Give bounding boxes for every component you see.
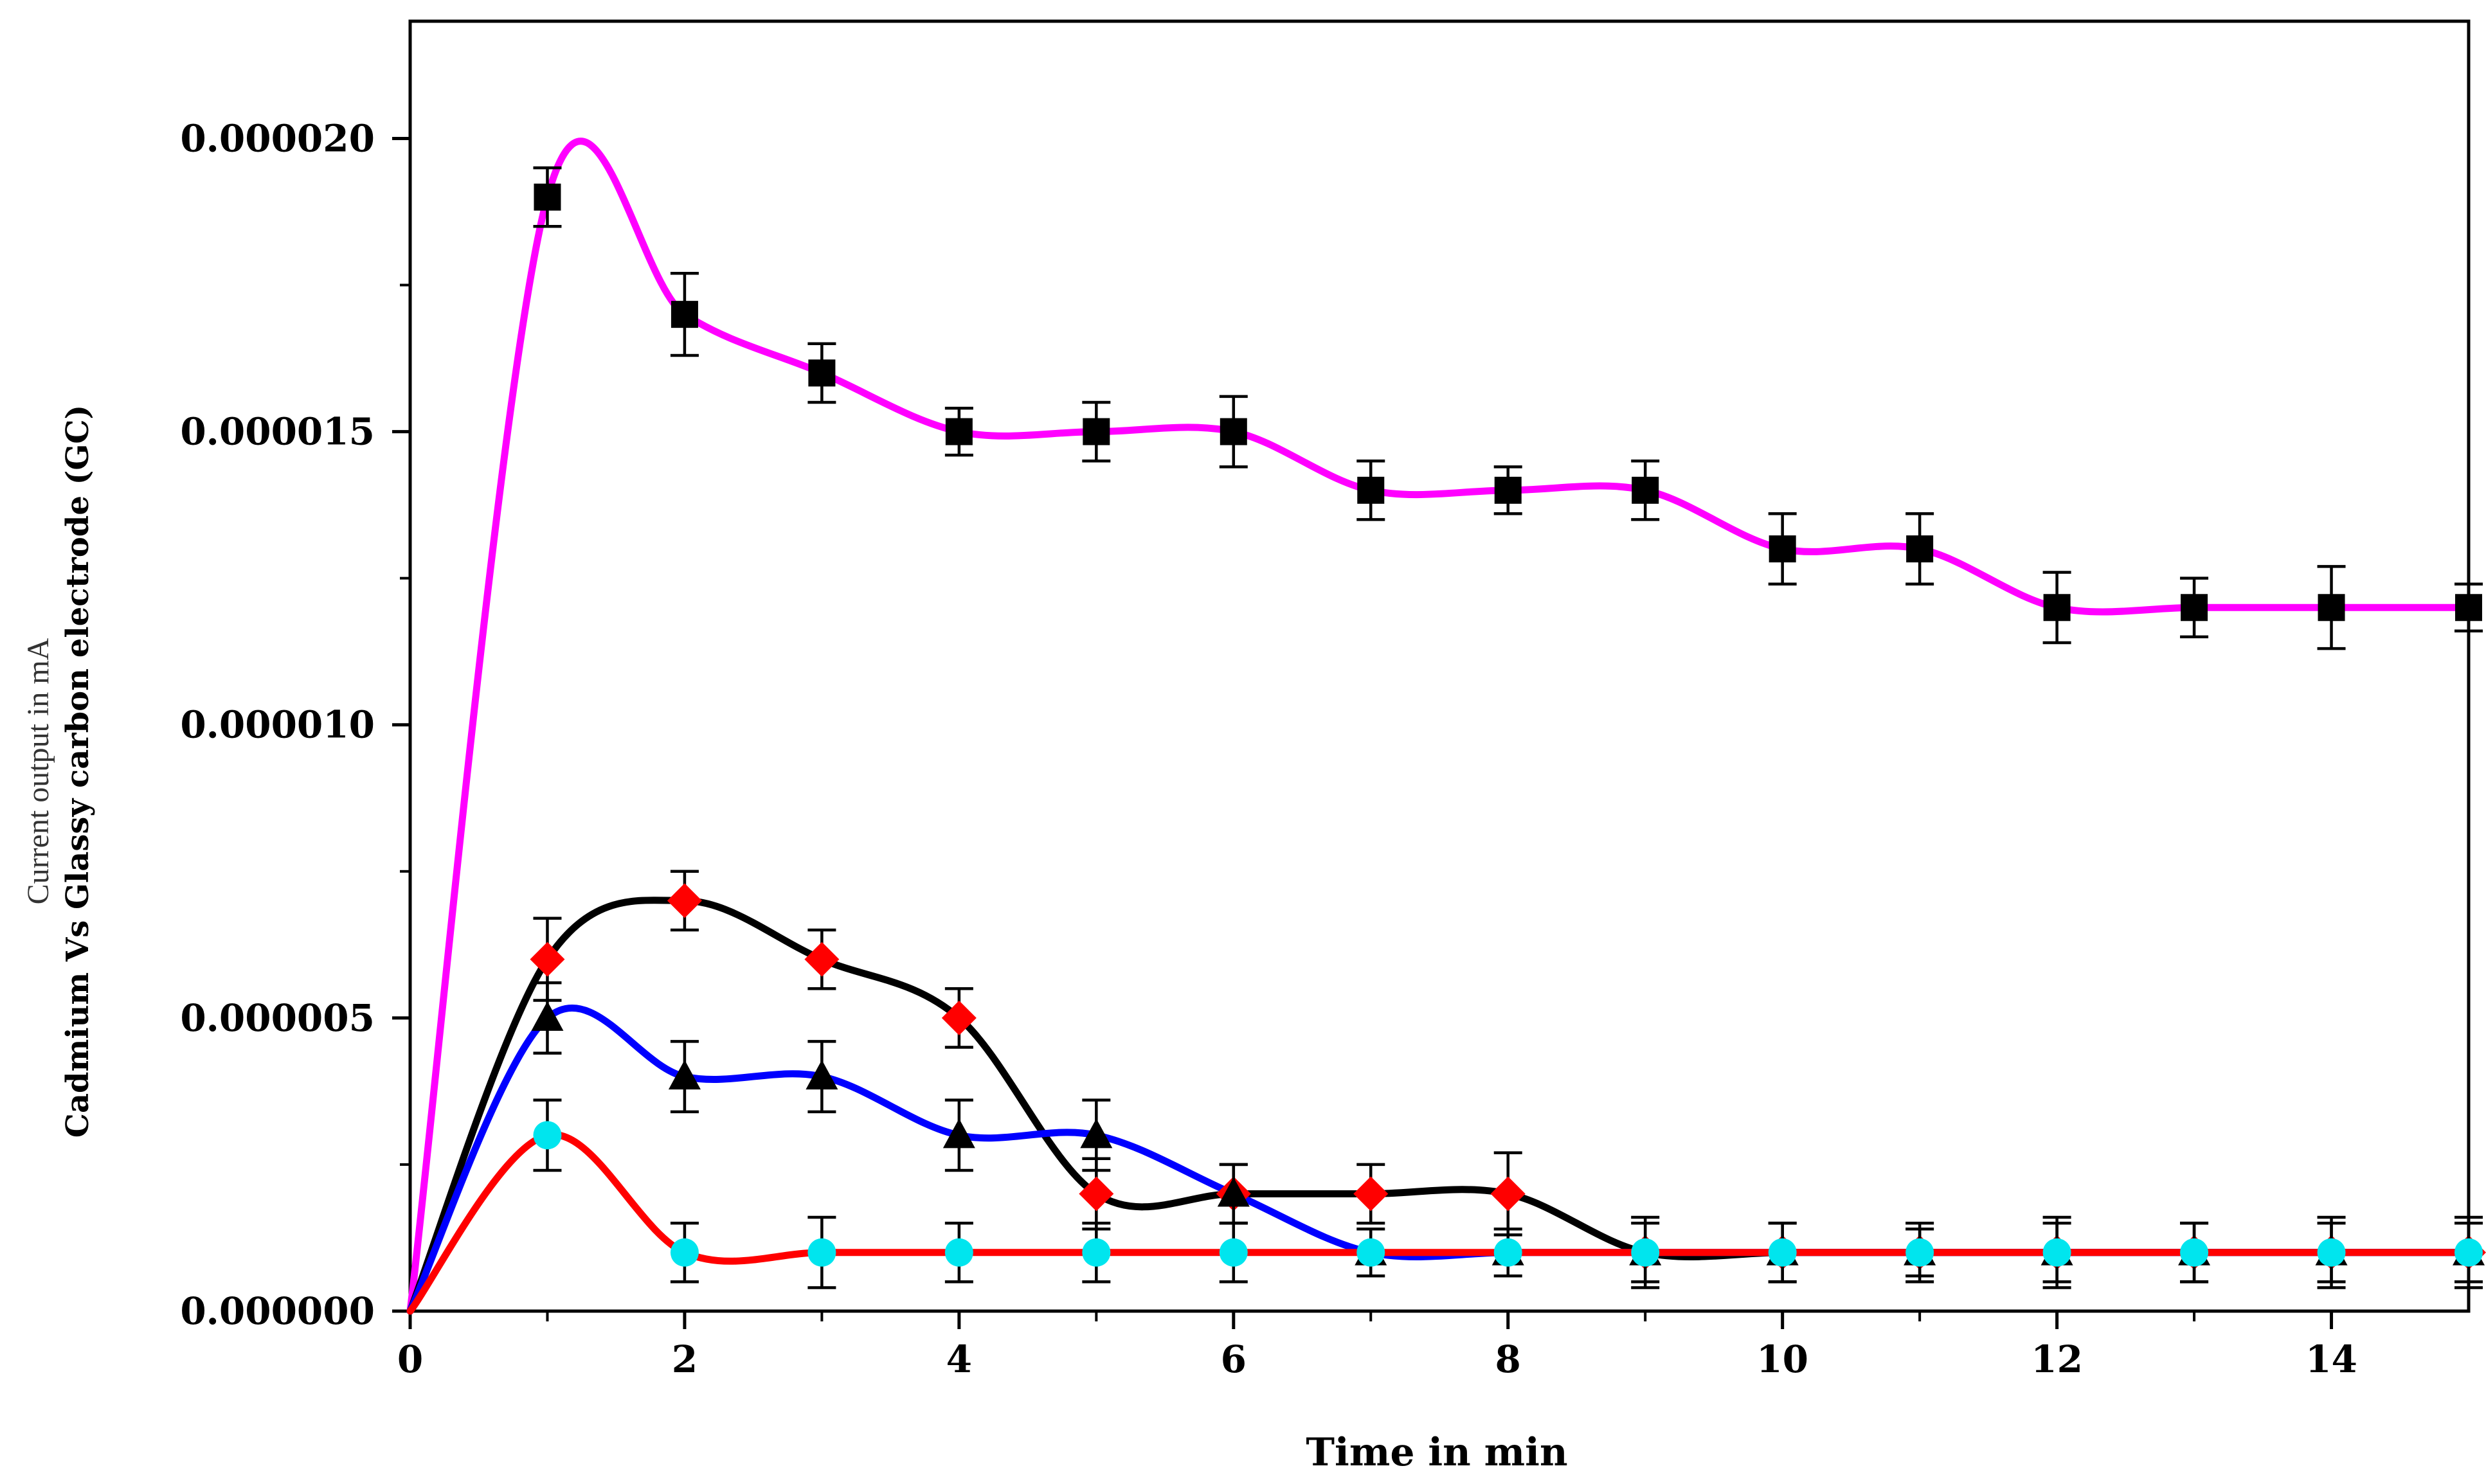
data-point [945,418,973,445]
data-point [670,1238,699,1267]
data-point [1769,535,1796,563]
y-tick-label: 0.000010 [180,703,375,747]
data-point [1080,1118,1113,1149]
y-tick-label: 0.000000 [180,1289,375,1333]
y-axis-title-line-1: Current output in mA [21,638,55,904]
x-tick-label: 14 [2305,1337,2357,1381]
data-point [2318,594,2345,621]
y-tick-label: 0.000005 [180,996,375,1040]
x-tick-label: 6 [1221,1337,1247,1381]
series-line-magenta [406,138,2472,1315]
y-tick-label: 0.000015 [180,410,375,454]
data-point [534,183,561,211]
x-tick-label: 0 [397,1337,423,1381]
data-point [1490,1176,1526,1211]
plot-frame [408,19,2471,1313]
y-tick-label: 0.000020 [180,116,375,160]
data-point [942,1118,975,1149]
x-tick-label: 2 [672,1337,698,1381]
data-point [671,301,698,328]
data-point [1631,1238,1660,1267]
data-point [2455,594,2482,621]
data-point [2042,1238,2071,1267]
series-line-red [406,1131,2472,1315]
data-point [807,1238,836,1267]
data-point [941,1000,977,1035]
data-point [944,1238,973,1267]
data-point [1494,476,1522,504]
data-point [533,1121,562,1150]
data-point [1905,1238,1934,1267]
x-tick-label: 12 [2031,1337,2083,1381]
data-point [1083,418,1110,445]
data-point [1768,1238,1797,1267]
data-point [1353,1176,1389,1211]
data-point [1217,1177,1250,1207]
data-point [1906,535,1934,563]
data-point [530,942,565,977]
data-point [531,1001,564,1031]
data-point [2180,1238,2209,1267]
data-point [2454,1238,2483,1267]
data-point [2043,594,2071,621]
x-axis-title: Time in min [1306,1430,1567,1475]
y-axis-title-line-2: Cadmium Vs Glassy carbon electrode (GC) [60,405,96,1138]
x-tick-label: 10 [1756,1337,1808,1381]
data-point [808,359,836,387]
data-point [1493,1238,1522,1267]
data-point [2181,594,2208,621]
data-point [806,1060,838,1090]
data-point [1220,418,1247,445]
data-point [804,942,840,977]
data-point [1632,476,1659,504]
data-point [1079,1176,1114,1211]
series-line-blue [406,1004,2472,1315]
plot-area: 0 2 4 6 8 10 12 14 0.000000 0.000005 0.000010 0.000… [180,19,2486,1381]
y-axis-title: Current output in mA Cadmium Vs Glassy c… [21,405,96,1138]
data-point [1082,1238,1111,1267]
data-point [668,1060,701,1090]
x-tick-label: 4 [946,1337,972,1381]
data-point [2317,1238,2346,1267]
data-point [1357,476,1385,504]
data-point [667,883,702,918]
data-point [1219,1238,1248,1267]
data-point [1356,1238,1385,1267]
x-tick-label: 8 [1495,1337,1521,1381]
